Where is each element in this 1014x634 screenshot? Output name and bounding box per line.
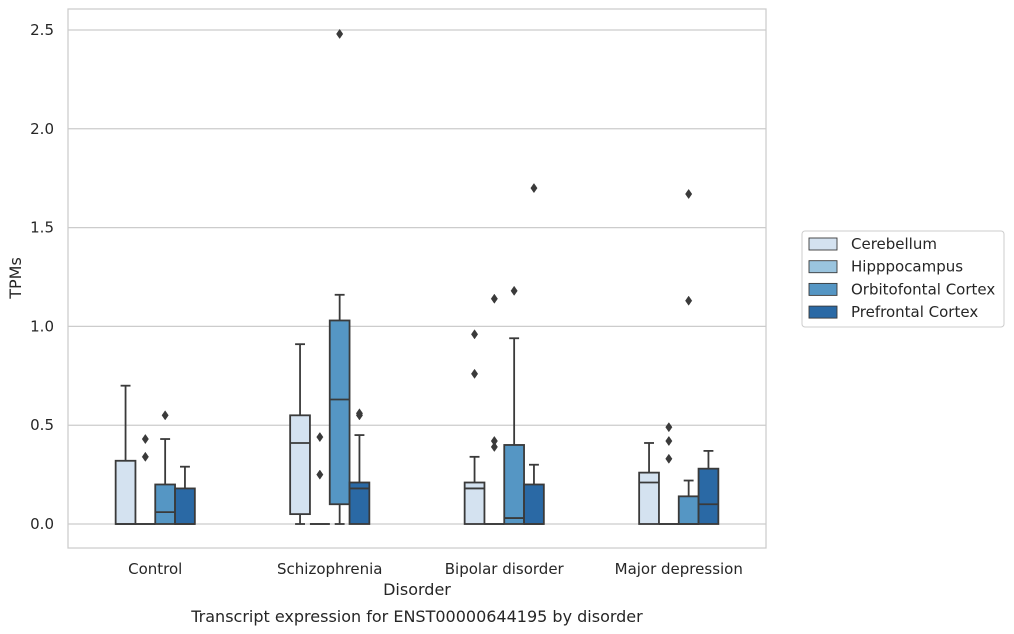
plot-frame: [67, 8, 767, 549]
outlier-point: [141, 433, 149, 445]
y-tick-label: 2.5: [30, 21, 54, 39]
outlier-point: [355, 408, 363, 419]
outlier-point: [490, 435, 498, 447]
boxes-layer: [114, 28, 720, 525]
outlier-point: [336, 28, 344, 39]
legend-label: Orbitofontal Cortex: [851, 280, 995, 298]
outlier-point: [316, 432, 324, 443]
outlier-point: [685, 188, 693, 200]
x-tick-label: Major depression: [615, 560, 743, 578]
box-0-1: [135, 433, 156, 525]
y-tick-label: 0.0: [30, 515, 54, 533]
y-tick-label: 1.0: [30, 317, 54, 335]
y-tick-labels: 0.0 0.5 1.0 1.5 2.0 2.5: [30, 21, 54, 533]
y-axis-title: TPMs: [6, 257, 25, 300]
outlier-point: [316, 469, 324, 480]
box-3-2: [677, 188, 700, 525]
box-3-0: [638, 442, 660, 525]
box-3-3: [697, 449, 720, 525]
box-0-2: [154, 410, 176, 525]
box-0-0: [114, 384, 137, 525]
box-2-3: [523, 183, 545, 525]
x-tick-labels: Control Schizophrenia Bipolar disorder Majo…: [128, 560, 743, 578]
box-1-2: [328, 28, 351, 525]
legend-frame: [801, 230, 1005, 328]
box-iqr: [289, 414, 311, 516]
legend-swatch: [808, 305, 838, 319]
legend-swatch: [808, 237, 838, 251]
x-tick-label: Control: [128, 560, 182, 578]
y-tick-label: 2.0: [30, 120, 54, 138]
box-1-3: [348, 408, 371, 525]
box-2-1: [484, 293, 505, 525]
outlier-point: [665, 453, 673, 464]
box-iqr: [523, 483, 545, 525]
legend-swatch: [808, 260, 838, 274]
chart-caption: Transcript expression for ENST0000064419…: [190, 607, 643, 626]
legend: Cerebellum Hipppocampus Orbitofontal Corte…: [801, 230, 1005, 328]
box-0-3: [174, 465, 196, 525]
x-tick-label: Schizophrenia: [277, 560, 382, 578]
legend-swatch: [808, 282, 838, 296]
gridlines: [68, 29, 766, 525]
y-tick-label: 0.5: [30, 416, 54, 434]
legend-label: Hipppocampus: [851, 258, 963, 276]
box-2-2: [503, 285, 525, 525]
box-iqr: [463, 481, 486, 525]
box-1-0: [289, 343, 311, 525]
box-iqr: [348, 481, 371, 525]
x-axis-title: Disorder: [383, 580, 451, 599]
legend-label: Prefrontal Cortex: [851, 303, 978, 321]
box-3-1: [658, 422, 679, 525]
box-1-1: [309, 432, 330, 525]
box-iqr: [114, 459, 137, 525]
outlier-point: [490, 441, 498, 452]
box-iqr: [638, 471, 660, 525]
outlier-point: [665, 422, 673, 433]
outlier-point: [161, 410, 169, 421]
outlier-point: [141, 451, 149, 462]
box-iqr: [503, 444, 525, 525]
outlier-point: [510, 285, 518, 296]
y-tick-label: 1.5: [30, 219, 54, 237]
box-iqr: [328, 319, 351, 506]
box-iqr: [154, 483, 176, 525]
x-tick-label: Bipolar disorder: [445, 560, 565, 578]
legend-label: Cerebellum: [851, 235, 937, 253]
outlier-point: [530, 183, 538, 194]
outlier-point: [471, 329, 479, 340]
box-2-0: [463, 329, 486, 525]
box-iqr: [697, 467, 720, 525]
box-iqr: [174, 487, 196, 525]
outlier-point: [685, 295, 693, 306]
outlier-point: [490, 293, 498, 304]
outlier-point: [471, 368, 479, 379]
box-iqr: [677, 495, 700, 525]
outlier-point: [665, 435, 673, 447]
